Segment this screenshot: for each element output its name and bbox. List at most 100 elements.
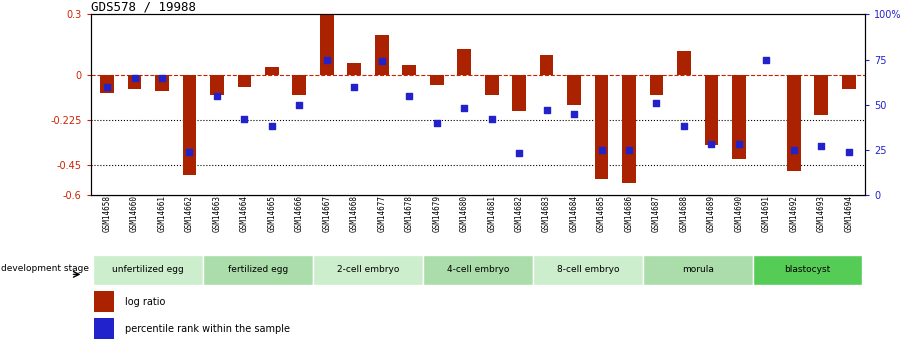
Text: GSM14667: GSM14667 — [323, 195, 332, 232]
Point — [320, 57, 334, 62]
Bar — [732, 75, 746, 159]
Bar — [705, 75, 718, 145]
Text: GSM14664: GSM14664 — [240, 195, 249, 232]
Text: GSM14690: GSM14690 — [735, 195, 743, 232]
Text: blastocyst: blastocyst — [785, 265, 831, 275]
Text: GSM14686: GSM14686 — [624, 195, 633, 232]
Point — [347, 84, 361, 89]
Bar — [375, 34, 389, 75]
Text: GSM14689: GSM14689 — [707, 195, 716, 232]
Text: GSM14661: GSM14661 — [158, 195, 167, 232]
Bar — [210, 75, 224, 95]
Text: GSM14688: GSM14688 — [680, 195, 689, 232]
Text: fertilized egg: fertilized egg — [228, 265, 288, 275]
Text: GSM14685: GSM14685 — [597, 195, 606, 232]
Bar — [402, 65, 416, 75]
Point — [155, 75, 169, 80]
Point — [704, 142, 718, 147]
Text: GSM14679: GSM14679 — [432, 195, 441, 232]
Point — [567, 111, 582, 117]
Text: GSM14666: GSM14666 — [294, 195, 304, 232]
Bar — [101, 75, 114, 93]
Bar — [458, 49, 471, 75]
Point — [650, 100, 664, 106]
Bar — [594, 75, 609, 179]
Text: GSM14691: GSM14691 — [762, 195, 771, 232]
Bar — [128, 75, 141, 89]
Text: GSM14682: GSM14682 — [515, 195, 524, 232]
Point — [402, 93, 417, 98]
Bar — [313, 255, 423, 285]
Bar — [485, 75, 498, 95]
Bar — [429, 75, 444, 85]
Bar — [237, 75, 251, 87]
Point — [759, 57, 774, 62]
Point — [622, 147, 636, 152]
Point — [128, 75, 142, 80]
Text: 2-cell embryo: 2-cell embryo — [337, 265, 400, 275]
Bar — [293, 75, 306, 95]
Point — [429, 120, 444, 126]
Point — [292, 102, 306, 108]
Bar — [814, 75, 828, 115]
Point — [209, 93, 224, 98]
Point — [485, 116, 499, 122]
Point — [594, 147, 609, 152]
Bar — [93, 255, 203, 285]
Bar — [512, 75, 526, 111]
Bar — [540, 55, 554, 75]
Point — [842, 149, 856, 154]
Text: development stage: development stage — [1, 264, 89, 273]
Bar — [94, 290, 114, 312]
Point — [374, 59, 389, 64]
Text: GSM14684: GSM14684 — [570, 195, 579, 232]
Text: GDS578 / 19988: GDS578 / 19988 — [91, 0, 196, 13]
Bar — [567, 75, 581, 105]
Text: GSM14662: GSM14662 — [185, 195, 194, 232]
Text: GSM14694: GSM14694 — [844, 195, 853, 232]
Text: GSM14660: GSM14660 — [130, 195, 139, 232]
Bar — [347, 62, 361, 75]
Text: GSM14680: GSM14680 — [459, 195, 468, 232]
Bar — [642, 255, 753, 285]
Bar — [94, 318, 114, 339]
Bar — [650, 75, 663, 95]
Bar — [320, 16, 333, 75]
Bar — [203, 255, 313, 285]
Point — [182, 149, 197, 154]
Bar — [423, 255, 533, 285]
Text: GSM14677: GSM14677 — [377, 195, 386, 232]
Text: GSM14681: GSM14681 — [487, 195, 496, 232]
Text: GSM14692: GSM14692 — [789, 195, 798, 232]
Bar — [622, 75, 636, 183]
Point — [457, 106, 471, 111]
Point — [732, 142, 747, 147]
Bar — [677, 51, 690, 75]
Text: percentile rank within the sample: percentile rank within the sample — [125, 324, 291, 334]
Text: GSM14663: GSM14663 — [213, 195, 221, 232]
Point — [814, 144, 828, 149]
Bar — [753, 255, 863, 285]
Point — [265, 124, 279, 129]
Point — [786, 147, 801, 152]
Text: 4-cell embryo: 4-cell embryo — [447, 265, 509, 275]
Point — [100, 84, 114, 89]
Text: GSM14683: GSM14683 — [542, 195, 551, 232]
Point — [677, 124, 691, 129]
Text: GSM14678: GSM14678 — [405, 195, 414, 232]
Text: GSM14668: GSM14668 — [350, 195, 359, 232]
Text: GSM14665: GSM14665 — [267, 195, 276, 232]
Point — [237, 116, 252, 122]
Text: GSM14658: GSM14658 — [102, 195, 111, 232]
Text: morula: morula — [681, 265, 714, 275]
Text: GSM14687: GSM14687 — [652, 195, 661, 232]
Bar — [183, 75, 197, 175]
Text: GSM14693: GSM14693 — [817, 195, 825, 232]
Point — [539, 107, 554, 113]
Bar — [787, 75, 801, 171]
Bar — [155, 75, 169, 91]
Bar — [842, 75, 855, 89]
Bar — [265, 67, 279, 75]
Point — [512, 151, 526, 156]
Bar — [533, 255, 642, 285]
